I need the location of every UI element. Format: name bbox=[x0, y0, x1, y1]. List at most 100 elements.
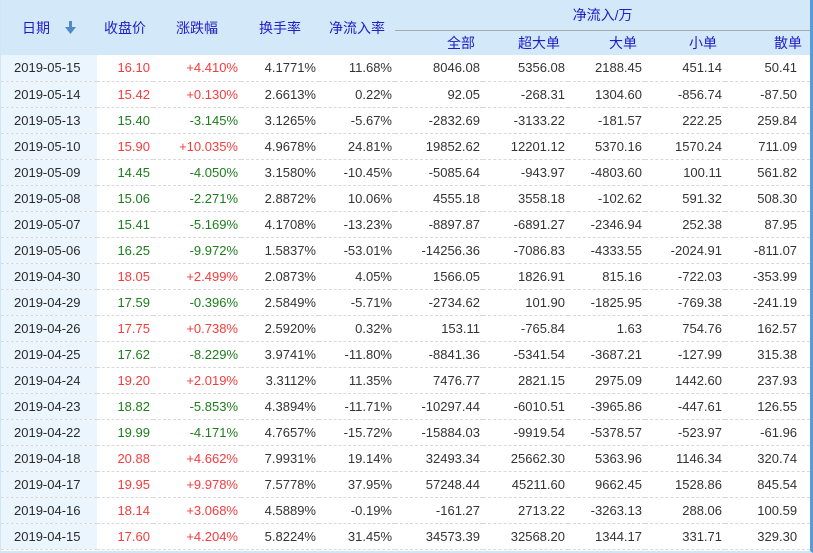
date-cell: 2019-04-22 bbox=[1, 419, 97, 446]
close-cell: 19.20 bbox=[97, 367, 153, 394]
inflow-super-large-cell: 12201.12 bbox=[483, 133, 568, 160]
column-header-retail[interactable]: 散单 bbox=[774, 34, 803, 51]
column-header-date[interactable]: 日期 bbox=[1, 0, 97, 55]
date-cell: 2019-05-09 bbox=[1, 159, 97, 186]
inflow-rate-cell: 0.32% bbox=[319, 315, 395, 342]
inflow-large-cell: -102.62 bbox=[568, 185, 645, 212]
change-cell: -3.145% bbox=[153, 107, 241, 134]
turnover-cell: 5.8224% bbox=[241, 523, 319, 550]
inflow-rate-cell: -5.67% bbox=[319, 107, 395, 134]
column-header-inflow-rate[interactable]: 净流入率 bbox=[329, 19, 385, 36]
inflow-retail-cell: 259.84 bbox=[725, 107, 810, 134]
inflow-super-large-cell: 101.90 bbox=[483, 289, 568, 316]
date-cell: 2019-04-16 bbox=[1, 497, 97, 524]
change-cell: -5.853% bbox=[153, 393, 241, 420]
sort-descending-icon[interactable] bbox=[65, 21, 76, 34]
inflow-all-cell: -161.27 bbox=[395, 497, 483, 524]
table-row: 2019-04-16 18.14 +3.068% 4.5889% -0.19% -161.… bbox=[1, 497, 810, 524]
close-cell: 15.90 bbox=[97, 133, 153, 160]
inflow-all-cell: -14256.36 bbox=[395, 237, 483, 264]
turnover-cell: 3.9741% bbox=[241, 341, 319, 368]
inflow-small-cell: -2024.91 bbox=[645, 237, 725, 264]
change-cell: +9.978% bbox=[153, 471, 241, 498]
inflow-super-large-cell: 45211.60 bbox=[483, 471, 568, 498]
table-row: 2019-04-30 18.05 +2.499% 2.0873% 4.05% 1566.0… bbox=[1, 263, 810, 290]
inflow-retail-cell: 320.74 bbox=[725, 445, 810, 472]
column-header-change[interactable]: 涨跌幅 bbox=[176, 19, 218, 36]
table-row: 2019-05-10 15.90 +10.035% 4.9678% 24.81% 1985… bbox=[1, 133, 810, 160]
inflow-retail-cell: 50.41 bbox=[725, 55, 810, 82]
inflow-large-cell: -2346.94 bbox=[568, 211, 645, 238]
change-cell: +3.068% bbox=[153, 497, 241, 524]
close-cell: 16.25 bbox=[97, 237, 153, 264]
inflow-small-cell: 331.71 bbox=[645, 523, 725, 550]
turnover-cell: 2.0873% bbox=[241, 263, 319, 290]
inflow-super-large-cell: 32568.20 bbox=[483, 523, 568, 550]
inflow-rate-cell: 11.35% bbox=[319, 367, 395, 394]
inflow-large-cell: 1.63 bbox=[568, 315, 645, 342]
column-header-large[interactable]: 大单 bbox=[609, 34, 637, 51]
change-cell: +2.499% bbox=[153, 263, 241, 290]
inflow-large-cell: -5378.57 bbox=[568, 419, 645, 446]
turnover-cell: 3.1580% bbox=[241, 159, 319, 186]
table-row: 2019-04-17 19.95 +9.978% 7.5778% 37.95% 57248… bbox=[1, 471, 810, 498]
table-row: 2019-04-23 18.82 -5.853% 4.3894% -11.71% -102… bbox=[1, 393, 810, 420]
column-group-header-net-inflow: 净流入/万 bbox=[395, 0, 810, 31]
table-row: 2019-04-18 20.88 +4.662% 7.9931% 19.14% 32493… bbox=[1, 445, 810, 472]
column-header-small[interactable]: 小单 bbox=[689, 34, 717, 51]
inflow-small-cell: 1146.34 bbox=[645, 445, 725, 472]
inflow-super-large-cell: 3558.18 bbox=[483, 185, 568, 212]
inflow-large-cell: 1304.60 bbox=[568, 81, 645, 108]
inflow-small-cell: -769.38 bbox=[645, 289, 725, 316]
date-cell: 2019-04-25 bbox=[1, 341, 97, 368]
inflow-small-cell: -722.03 bbox=[645, 263, 725, 290]
inflow-all-cell: 7476.77 bbox=[395, 367, 483, 394]
date-cell: 2019-05-15 bbox=[1, 55, 97, 82]
inflow-all-cell: 32493.34 bbox=[395, 445, 483, 472]
close-cell: 15.40 bbox=[97, 107, 153, 134]
turnover-cell: 1.5837% bbox=[241, 237, 319, 264]
inflow-retail-cell: -61.96 bbox=[725, 419, 810, 446]
turnover-cell: 4.1771% bbox=[241, 55, 319, 82]
inflow-super-large-cell: 5356.08 bbox=[483, 55, 568, 82]
inflow-small-cell: 252.38 bbox=[645, 211, 725, 238]
table-row: 2019-05-07 15.41 -5.169% 4.1708% -13.23% -889… bbox=[1, 211, 810, 238]
column-header-date-label: 日期 bbox=[22, 19, 50, 36]
inflow-small-cell: 1528.86 bbox=[645, 471, 725, 498]
inflow-all-cell: 19852.62 bbox=[395, 133, 483, 160]
column-header-all[interactable]: 全部 bbox=[447, 34, 475, 51]
inflow-all-cell: 92.05 bbox=[395, 81, 483, 108]
inflow-retail-cell: 508.30 bbox=[725, 185, 810, 212]
inflow-small-cell: 222.25 bbox=[645, 107, 725, 134]
inflow-large-cell: -3263.13 bbox=[568, 497, 645, 524]
inflow-super-large-cell: -7086.83 bbox=[483, 237, 568, 264]
close-cell: 15.06 bbox=[97, 185, 153, 212]
inflow-retail-cell: 845.54 bbox=[725, 471, 810, 498]
inflow-small-cell: 1570.24 bbox=[645, 133, 725, 160]
change-cell: +4.410% bbox=[153, 55, 241, 82]
change-cell: +10.035% bbox=[153, 133, 241, 160]
inflow-retail-cell: 100.59 bbox=[725, 497, 810, 524]
close-cell: 15.42 bbox=[97, 81, 153, 108]
inflow-rate-cell: -53.01% bbox=[319, 237, 395, 264]
date-cell: 2019-05-10 bbox=[1, 133, 97, 160]
inflow-large-cell: -3687.21 bbox=[568, 341, 645, 368]
inflow-large-cell: 815.16 bbox=[568, 263, 645, 290]
change-cell: -4.171% bbox=[153, 419, 241, 446]
inflow-all-cell: 57248.44 bbox=[395, 471, 483, 498]
inflow-retail-cell: -241.19 bbox=[725, 289, 810, 316]
change-cell: +4.204% bbox=[153, 523, 241, 550]
table-row: 2019-04-25 17.62 -8.229% 3.9741% -11.80% -884… bbox=[1, 341, 810, 368]
table-row: 2019-04-26 17.75 +0.738% 2.5920% 0.32% 153.11… bbox=[1, 315, 810, 342]
inflow-super-large-cell: -6891.27 bbox=[483, 211, 568, 238]
change-cell: +2.019% bbox=[153, 367, 241, 394]
inflow-rate-cell: -13.23% bbox=[319, 211, 395, 238]
inflow-retail-cell: -353.99 bbox=[725, 263, 810, 290]
close-cell: 17.75 bbox=[97, 315, 153, 342]
inflow-all-cell: -15884.03 bbox=[395, 419, 483, 446]
column-header-turnover[interactable]: 换手率 bbox=[259, 19, 301, 36]
column-header-close[interactable]: 收盘价 bbox=[104, 19, 146, 36]
column-header-super-large[interactable]: 超大单 bbox=[518, 34, 560, 51]
inflow-small-cell: 288.06 bbox=[645, 497, 725, 524]
